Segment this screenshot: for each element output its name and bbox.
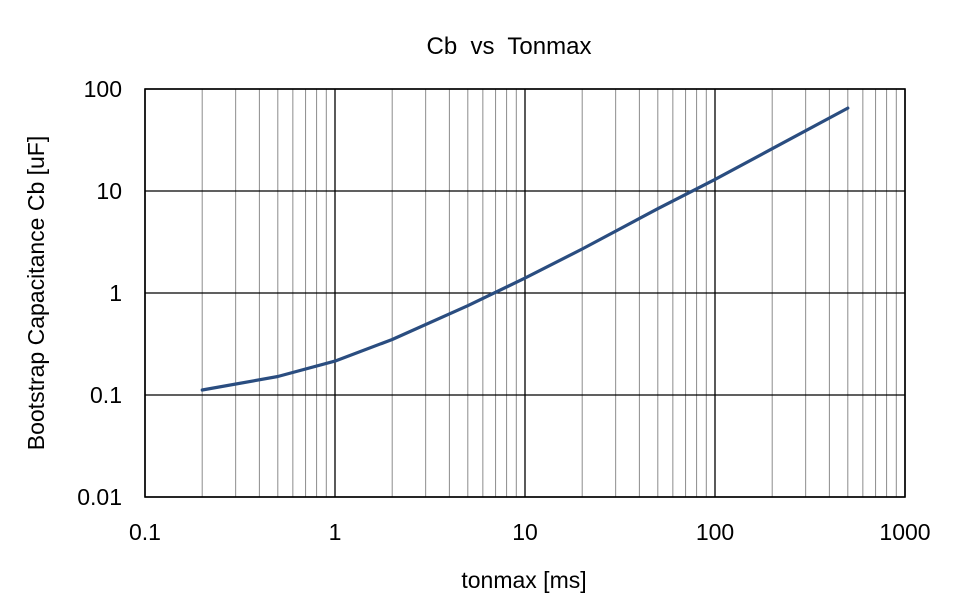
x-tick-label: 100 (696, 519, 734, 545)
x-axis-label: tonmax [ms] (461, 567, 586, 593)
x-tick-label: 10 (512, 519, 538, 545)
y-tick-label: 0.01 (77, 484, 122, 510)
x-tick-label: 0.1 (129, 519, 161, 545)
y-tick-label: 1 (109, 280, 122, 306)
y-tick-label: 0.1 (90, 382, 122, 408)
y-tick-label: 10 (96, 178, 122, 204)
grid (144, 88, 906, 498)
y-axis-label: Bootstrap Capacitance Cb [uF] (23, 136, 49, 451)
plot-frame (144, 88, 906, 498)
series-line (200, 106, 850, 392)
tick-labels: 0.1 1 10 100 1000 0.01 0.1 1 10 100 (77, 76, 930, 545)
y-tick-label: 100 (84, 76, 122, 102)
x-tick-label: 1000 (879, 519, 930, 545)
x-tick-label: 1 (329, 519, 342, 545)
chart-title: Cb vs Tonmax (427, 33, 592, 60)
